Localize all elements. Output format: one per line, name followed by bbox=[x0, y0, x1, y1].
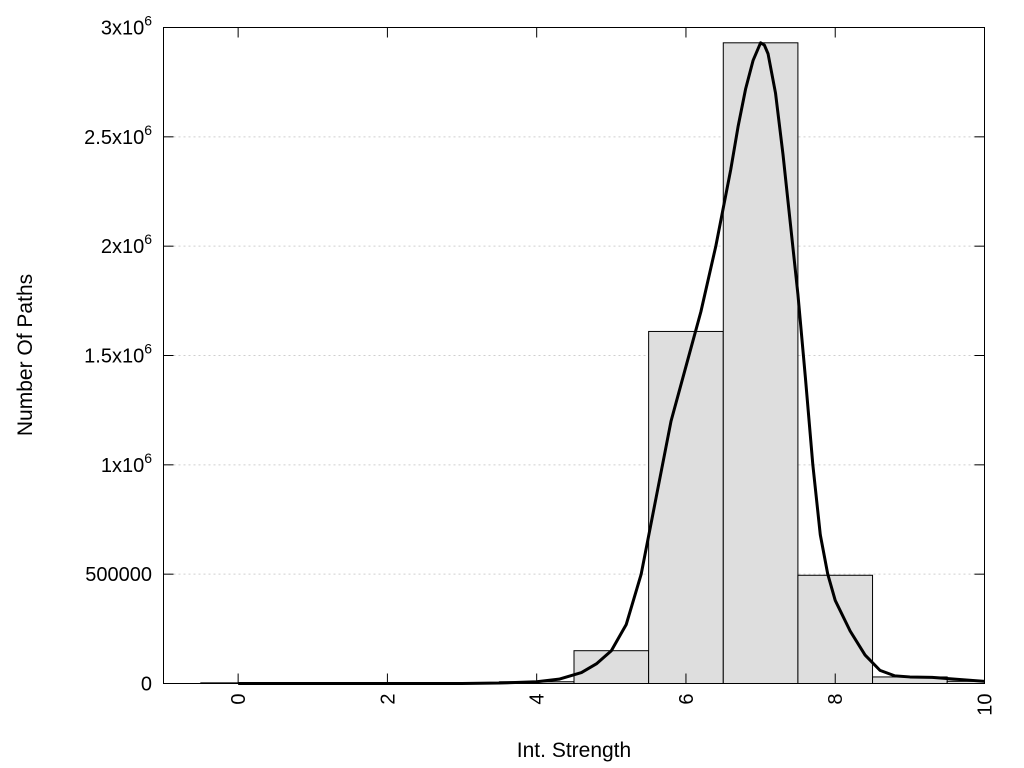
x-tick-labels: 0 2 4 6 8 10 bbox=[228, 694, 996, 716]
x-axis-title: Int. Strength bbox=[517, 739, 631, 762]
y-tick-label-exponent: 6 bbox=[144, 231, 152, 247]
y-tick-label-3: 1.5x106 bbox=[84, 341, 152, 368]
bar-6 bbox=[648, 330, 724, 684]
y-tick-label-base: 1x10 bbox=[101, 455, 144, 477]
x-tick-label-6: 6 bbox=[676, 694, 698, 705]
y-tick-label-base: 0 bbox=[141, 674, 152, 696]
y-tick-label-base: 1.5x10 bbox=[84, 346, 144, 368]
axis-ticks bbox=[163, 27, 985, 684]
y-tick-label-base: 3x10 bbox=[101, 18, 144, 40]
x-tick-label-2: 2 bbox=[377, 694, 399, 705]
y-tick-label-4: 2x106 bbox=[101, 231, 152, 258]
x-tick-label-10: 10 bbox=[975, 694, 997, 716]
x-tick-label-4: 4 bbox=[527, 694, 549, 705]
y-tick-label-base: 500000 bbox=[85, 564, 152, 586]
y-tick-label-1: 500000 bbox=[85, 564, 152, 586]
y-tick-label-exponent: 6 bbox=[144, 122, 152, 138]
density-curve bbox=[238, 41, 985, 685]
y-tick-label-exponent: 6 bbox=[144, 450, 152, 466]
bar-7 bbox=[722, 42, 799, 685]
y-tick-label-exponent: 6 bbox=[144, 341, 152, 357]
y-tick-label-0: 0 bbox=[141, 674, 152, 696]
histogram-bars bbox=[200, 42, 986, 685]
y-tick-label-base: 2x10 bbox=[101, 236, 144, 258]
y-tick-label-base: 2.5x10 bbox=[84, 127, 144, 149]
y-tick-label-6: 3x106 bbox=[101, 13, 152, 40]
y-tick-label-exponent: 6 bbox=[144, 13, 152, 29]
x-tick-label-8: 8 bbox=[825, 694, 847, 705]
y-tick-label-2: 1x106 bbox=[101, 450, 152, 477]
bar-5 bbox=[573, 650, 650, 685]
grid-lines bbox=[163, 136, 985, 575]
y-axis-title: Number Of Paths bbox=[14, 274, 37, 436]
y-tick-label-5: 2.5x106 bbox=[84, 122, 152, 149]
bar-8 bbox=[797, 574, 874, 685]
x-tick-label-0: 0 bbox=[228, 694, 250, 705]
